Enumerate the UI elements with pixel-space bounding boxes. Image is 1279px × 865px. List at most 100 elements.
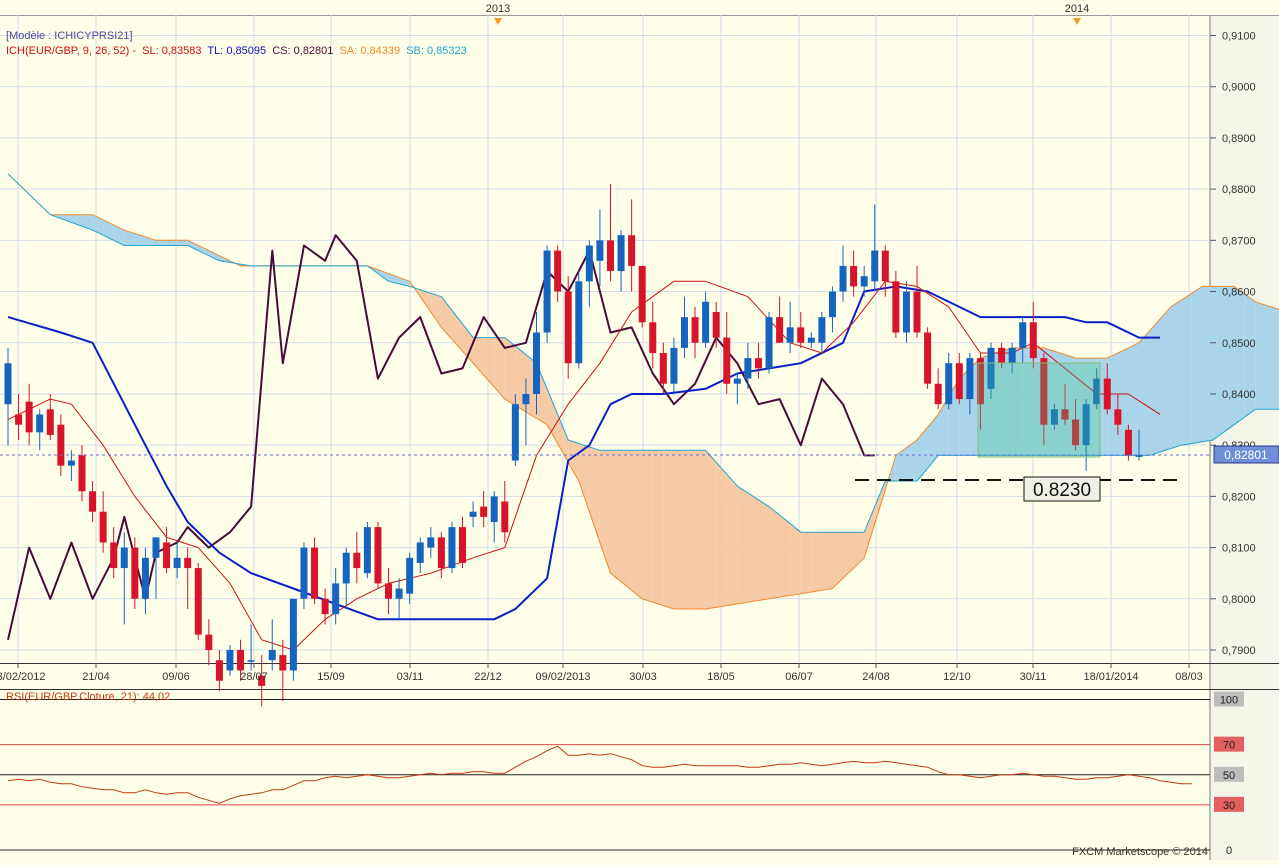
candle-body (786, 327, 794, 343)
cloud-segment (652, 450, 664, 606)
candle-body (4, 363, 12, 405)
chikou-span-line (7, 234, 875, 641)
candle-body (828, 291, 836, 318)
candlestick (955, 352, 963, 405)
candle-body (289, 598, 297, 671)
candle-body (543, 250, 551, 333)
current-price-tag: 0,82801 (1213, 445, 1279, 464)
candle-body (226, 650, 234, 671)
candle-body (89, 491, 97, 512)
date-tick-label: 12/10 (943, 671, 971, 683)
cloud-segment (1170, 300, 1182, 449)
candlestick (543, 245, 551, 343)
grid-lines (0, 15, 1210, 663)
price-tick-label: 0,8900 (1222, 133, 1256, 145)
candle-body (99, 511, 107, 543)
candlestick (406, 552, 414, 604)
candle-body (712, 312, 720, 338)
cloud-segment (853, 532, 865, 569)
candle-body (1061, 409, 1069, 420)
candlestick (881, 245, 889, 297)
rsi-tick-label: 100 (1220, 695, 1238, 707)
current-price-value: 0,82801 (1224, 448, 1268, 462)
ich-label: ICH(EUR/GBP, 9, 26, 52) - (6, 45, 137, 57)
candlestick (976, 352, 984, 430)
candle-body (871, 250, 879, 282)
candle-body (459, 527, 467, 563)
candlestick (987, 342, 995, 400)
candlestick (131, 537, 139, 610)
date-tick-label: 30/03 (629, 671, 657, 683)
candlestick (765, 312, 773, 374)
sb-value: SB: 0,85323 (406, 45, 467, 57)
cloud-segment (906, 440, 918, 482)
candle-body (268, 650, 276, 661)
rsi-tick-badge (1214, 766, 1244, 782)
cloud-segment (198, 245, 209, 256)
candle-body (1072, 419, 1080, 446)
year-2014-marker-icon (1073, 18, 1081, 25)
candle-body (691, 317, 699, 343)
highlight-box (977, 362, 1101, 458)
candle-body (649, 322, 657, 353)
candle-body (987, 347, 995, 389)
candlestick (776, 296, 784, 343)
candle-body (131, 547, 139, 599)
candlestick (268, 619, 276, 671)
candle-body (554, 250, 562, 292)
candle-body (120, 547, 128, 569)
candlestick (332, 568, 340, 625)
candle-body (628, 235, 636, 266)
price-tick-label: 0,8200 (1222, 491, 1256, 503)
sl-value: SL: 0,83583 (142, 45, 202, 57)
candle-body (564, 291, 572, 364)
candlestick (289, 598, 297, 681)
candlestick (670, 337, 678, 394)
date-tick-label: 09/06 (162, 671, 190, 683)
candlestick (374, 521, 382, 589)
cloud-segment (1128, 342, 1139, 456)
rsi-tick-label: 50 (1223, 770, 1235, 782)
candlestick (141, 547, 149, 615)
candle-body (427, 537, 435, 548)
candlestick (733, 373, 741, 405)
cloud-segment (166, 240, 178, 246)
candle-body (754, 358, 762, 369)
candle-body (522, 393, 530, 405)
date-tick-label: 24/08 (862, 671, 890, 683)
candle-body (596, 240, 604, 261)
candle-body (163, 542, 171, 569)
cloud-segment (177, 240, 188, 246)
candlestick (205, 619, 213, 666)
candlestick (860, 265, 868, 297)
cloud-segment (462, 323, 474, 364)
rsi-tick-label: 30 (1223, 800, 1235, 812)
date-tick-label: 18/01/2014 (1083, 671, 1138, 683)
candle-body (36, 414, 44, 433)
candlestick (1072, 399, 1080, 451)
candlestick (36, 409, 44, 451)
date-tick-label: 21/04 (82, 671, 110, 683)
model-label: [Modèle : ICHICYPRSI21] (6, 30, 133, 42)
candlestick (1019, 317, 1027, 364)
price-tick-label: 0,8400 (1222, 389, 1256, 401)
chart-annotations: 0.8230 (0, 362, 1210, 502)
candlestick (924, 327, 932, 389)
cloud-segment (388, 273, 400, 284)
candlestick (247, 624, 255, 671)
candlestick (1008, 342, 1016, 374)
year-2014-label: 2014 (1065, 3, 1089, 15)
cloud-segment (737, 486, 748, 604)
cloud-segment (864, 506, 875, 558)
cloud-segment (1138, 330, 1150, 456)
candle-body (258, 675, 266, 686)
candle-body (395, 588, 403, 599)
candlestick (702, 291, 710, 348)
date-tick-label: 18/02/2012 (0, 671, 46, 683)
cloud-segment (1181, 293, 1192, 446)
cloud-segment (695, 450, 706, 610)
cloud-segment (547, 388, 558, 444)
candlestick (459, 516, 467, 569)
candle-body (353, 552, 361, 569)
